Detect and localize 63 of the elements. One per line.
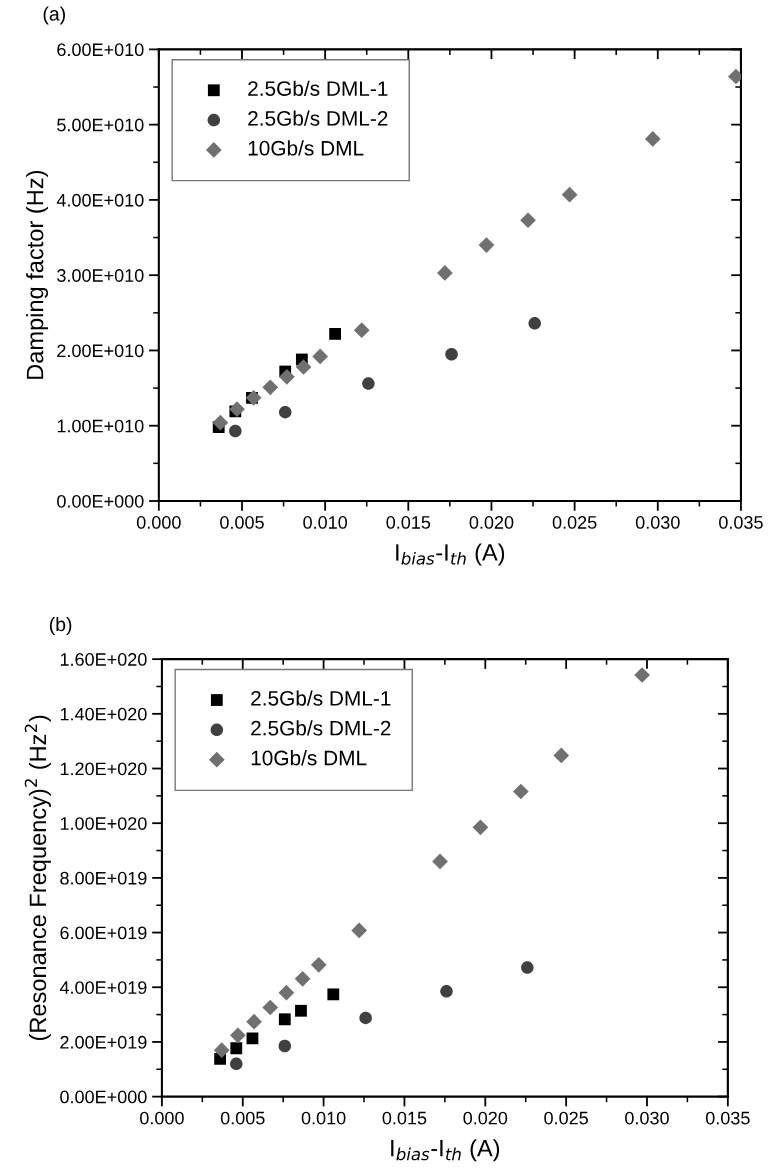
point — [520, 212, 536, 229]
y-tick-label: 3.00E+010 — [57, 269, 144, 282]
point — [644, 131, 661, 147]
x-tick-label: 0.010 — [303, 516, 348, 529]
point — [528, 317, 541, 330]
y-axis-title: Damping factor (Hz) — [26, 171, 49, 379]
point — [445, 347, 458, 361]
x-tick-label: 0.020 — [469, 516, 514, 529]
y-tick-label: 2.00E+010 — [57, 344, 144, 358]
y-tick-label: 6.00E+010 — [57, 43, 144, 57]
x-axis-title: I$_{bias}$-I$_{th}$ (A) — [391, 1139, 500, 1162]
y-tick-label: 1.20E+020 — [60, 762, 147, 776]
point — [262, 379, 279, 396]
legend-label: 10Gb/s DML — [248, 140, 364, 156]
y-tick-label: 6.00E+019 — [60, 926, 147, 940]
y-tick-label: 8.00E+019 — [60, 871, 147, 885]
point — [295, 359, 312, 375]
x-tick-label: 0.005 — [220, 1111, 265, 1125]
x-tick-label: 0.000 — [140, 1111, 184, 1125]
point — [245, 390, 262, 406]
x-tick-label: 0.015 — [386, 516, 431, 529]
point — [478, 237, 495, 253]
x-tick-label: 0.030 — [635, 516, 680, 529]
point — [278, 405, 292, 419]
x-tick-label: 0.025 — [552, 516, 597, 529]
y-tick-label: 4.00E+019 — [59, 981, 147, 994]
y-tick-label: 1.40E+020 — [60, 707, 147, 721]
point — [561, 186, 578, 203]
y-tick-label: 1.00E+020 — [60, 817, 147, 830]
legend-label: 2.5Gb/s DML-1 — [248, 80, 388, 96]
point — [437, 265, 453, 281]
x-tick-label: 0.015 — [382, 1111, 427, 1125]
x-tick-label: 0.025 — [544, 1111, 588, 1125]
x-tick-label: 0.010 — [301, 1111, 346, 1125]
legend-label: 10Gb/s DML — [251, 750, 367, 766]
x-tick-label: 0.000 — [136, 516, 181, 529]
point — [229, 401, 245, 418]
y-tick-label: 1.60E+020 — [60, 653, 147, 666]
point — [279, 368, 295, 385]
point — [362, 377, 375, 390]
y-tick-label: 1.00E+010 — [57, 419, 144, 433]
chart-title: (b) — [49, 616, 72, 636]
chart-title: (a) — [43, 6, 65, 25]
y-axis-title: (Resonance Frequency)$^{2}$ (Hz$^{2}$) — [24, 715, 51, 1041]
x-tick-label: 0.005 — [220, 516, 264, 529]
point — [329, 327, 342, 340]
x-axis-title: I$_{bias}$-I$_{th}$ (A) — [396, 543, 505, 566]
y-tick-label: 0.00E+000 — [57, 494, 144, 508]
point — [312, 348, 329, 365]
legend-label: 2.5Gb/s DML-1 — [251, 690, 391, 706]
legend-label: 2.5Gb/s DML-2 — [248, 110, 388, 126]
x-tick-label: 0.020 — [463, 1111, 508, 1125]
x-tick-label: 0.035 — [719, 516, 763, 529]
x-tick-label: 0.030 — [625, 1111, 669, 1125]
point — [212, 414, 229, 431]
y-tick-label: 2.00E+019 — [60, 1035, 147, 1049]
y-tick-label: 5.00E+010 — [57, 118, 144, 132]
y-tick-label: 4.00E+010 — [56, 193, 144, 207]
point — [229, 424, 242, 438]
point — [353, 322, 370, 338]
legend-label: 2.5Gb/s DML-2 — [251, 720, 391, 736]
y-tick-label: 0.00E+000 — [60, 1090, 147, 1104]
x-tick-label: 0.035 — [705, 1111, 750, 1125]
